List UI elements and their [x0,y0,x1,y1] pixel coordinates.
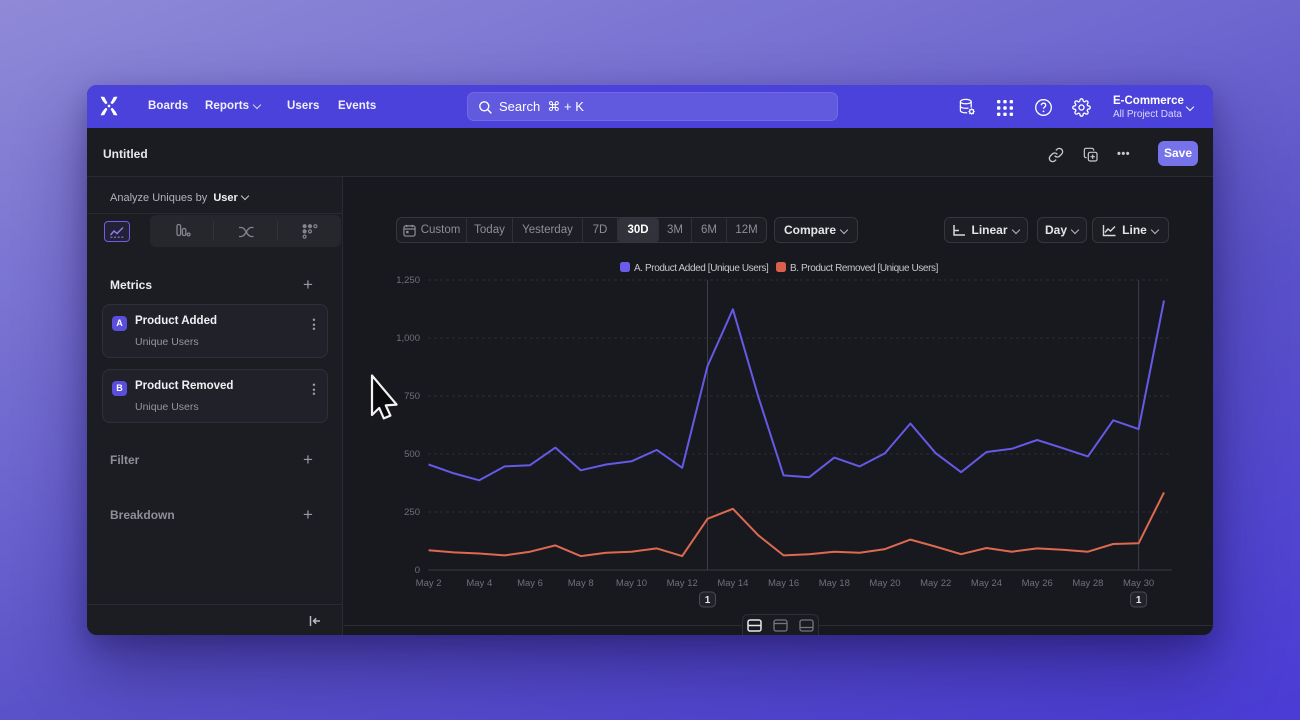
svg-text:May 14: May 14 [717,578,748,589]
svg-text:May 28: May 28 [1072,578,1103,589]
svg-text:750: 750 [404,391,420,402]
svg-text:May 30: May 30 [1123,578,1154,589]
svg-text:May 4: May 4 [466,578,492,589]
svg-text:May 8: May 8 [568,578,594,589]
svg-text:B. Product Removed [Unique Use: B. Product Removed [Unique Users] [790,263,939,274]
svg-text:May 18: May 18 [819,578,850,589]
svg-text:250: 250 [404,507,420,518]
svg-text:1: 1 [1136,595,1142,606]
svg-text:May 16: May 16 [768,578,799,589]
svg-text:May 20: May 20 [869,578,900,589]
svg-text:0: 0 [415,565,420,576]
svg-text:May 22: May 22 [920,578,951,589]
svg-text:A. Product Added [Unique Users: A. Product Added [Unique Users] [634,263,769,274]
svg-text:May 10: May 10 [616,578,647,589]
svg-text:May 26: May 26 [1022,578,1053,589]
svg-text:May 2: May 2 [416,578,442,589]
svg-text:May 12: May 12 [667,578,698,589]
svg-text:500: 500 [404,449,420,460]
svg-text:1: 1 [705,595,711,606]
svg-text:May 6: May 6 [517,578,543,589]
svg-text:1,000: 1,000 [396,333,420,344]
svg-text:1,250: 1,250 [396,275,420,286]
svg-text:May 24: May 24 [971,578,1002,589]
